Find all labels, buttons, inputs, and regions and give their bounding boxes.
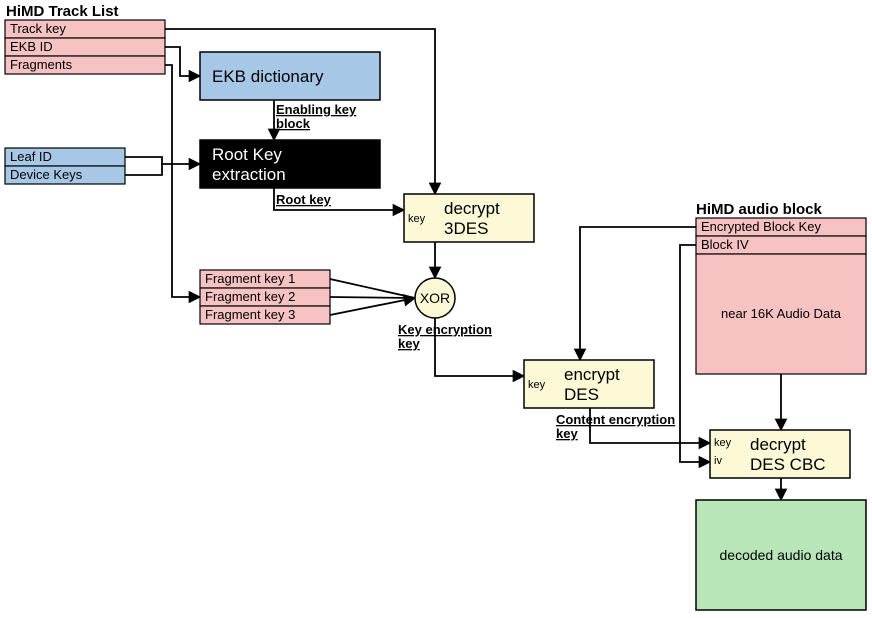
decrypt3des-line: 3DES	[444, 219, 488, 238]
edge-label-rootKeyLbl: Root key	[276, 192, 332, 207]
edge	[165, 47, 200, 76]
ekbDict-label: EKB dictionary	[212, 67, 324, 86]
edge	[125, 164, 162, 175]
encryptDes-port: key	[528, 379, 546, 391]
edge	[330, 298, 415, 315]
fragmentKeys-label: Fragment key 2	[205, 289, 295, 304]
decryptCbc-port: iv	[714, 455, 722, 467]
edge	[580, 227, 696, 360]
leafDevice-label: Device Keys	[10, 167, 83, 182]
edge-label-contEnc2: key	[556, 426, 578, 441]
trackList-label: Fragments	[10, 57, 73, 72]
decrypt3des-port: key	[408, 213, 426, 225]
edge-label-contEnc1: Content encryption	[556, 412, 675, 427]
decryptCbc-line: DES CBC	[750, 455, 826, 474]
fragmentKeys-label: Fragment key 1	[205, 271, 295, 286]
edge-label-keyEnc1: Key encryption	[398, 322, 492, 337]
audioBlock-label: Encrypted Block Key	[701, 219, 821, 234]
leafDevice-label: Leaf ID	[10, 149, 52, 164]
decryptCbc-line: decrypt	[750, 435, 806, 454]
trackList-label: Track key	[10, 21, 66, 36]
edge-label-enablingKey: Enabling key	[276, 102, 357, 117]
fragmentKeys-label: Fragment key 3	[205, 307, 295, 322]
decoded-label: decoded audio data	[720, 547, 843, 563]
edge	[330, 297, 415, 298]
trackList-label: EKB ID	[10, 39, 53, 54]
edge-label-keyEnc2: key	[398, 336, 420, 351]
encryptDes-line: encrypt	[564, 365, 620, 384]
edge	[125, 157, 200, 164]
trackList-title: HiMD Track List	[6, 3, 119, 20]
encryptDes-line: DES	[564, 385, 599, 404]
edge-label-block: block	[276, 116, 311, 131]
xor-label: XOR	[420, 290, 450, 306]
audioBlock-label: near 16K Audio Data	[721, 306, 842, 321]
rootKey-line: extraction	[212, 165, 286, 184]
rootKey-line: Root Key	[212, 145, 282, 164]
audioBlock-title: HiMD audio block	[696, 201, 822, 218]
edge	[330, 279, 415, 298]
audioBlock-label: Block IV	[701, 237, 749, 252]
decryptCbc-port: key	[714, 437, 732, 449]
edge	[165, 65, 200, 297]
decrypt3des-line: decrypt	[444, 199, 500, 218]
